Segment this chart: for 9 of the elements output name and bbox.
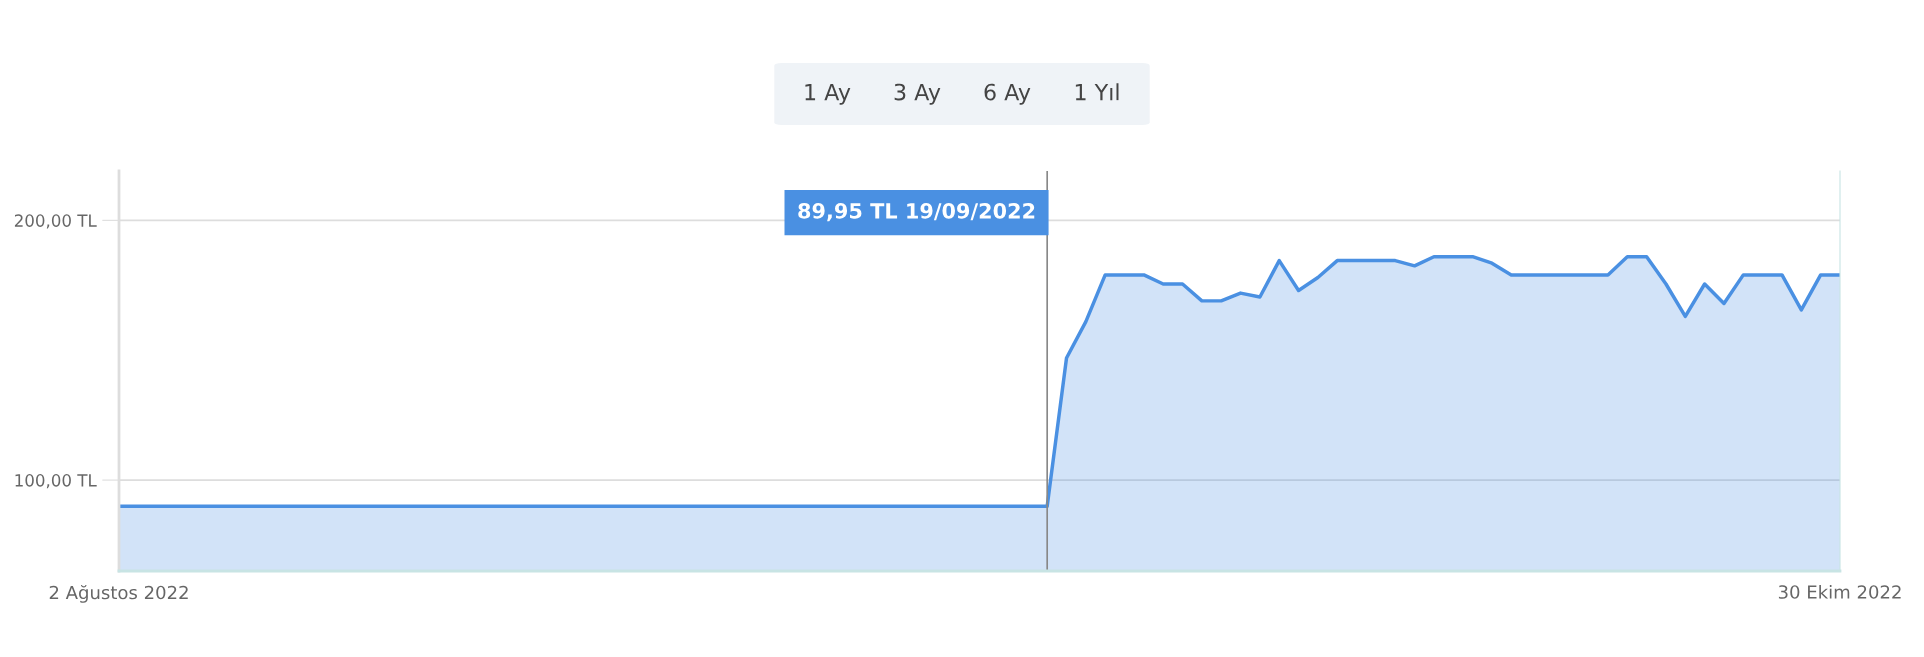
text: 1 Ay: [805, 83, 851, 105]
y-tick-label: 200,00 TL: [14, 214, 97, 229]
annotation: 89,95 TL 19/09/2022: [798, 202, 1035, 222]
y-tick-label: 100,00 TL: [15, 474, 97, 489]
x-tick-label: 30 Ekim 2022: [1778, 584, 1901, 599]
text: 6 Ay: [984, 83, 1031, 105]
text: 1 Yıl: [1075, 83, 1119, 101]
text: 3 Ay: [894, 83, 941, 105]
x-tick-label: 2 Ağustos 2022: [49, 584, 188, 603]
